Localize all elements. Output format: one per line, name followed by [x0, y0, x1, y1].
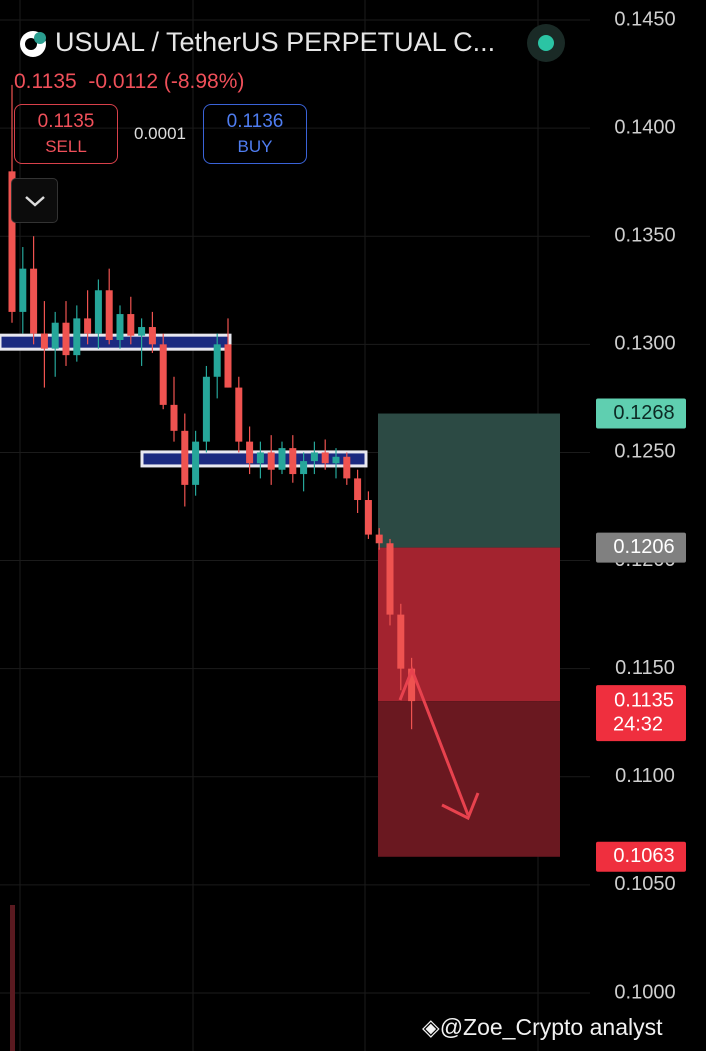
candle-body — [213, 344, 221, 377]
candle-body — [364, 500, 372, 535]
candle-body — [386, 543, 394, 615]
sell-price: 0.1135 — [37, 111, 95, 132]
candle-body — [40, 333, 48, 349]
trend-arrow — [398, 665, 470, 816]
loss-zone — [378, 547, 560, 702]
price-label: 0.1268 — [613, 402, 674, 424]
candle-body — [300, 461, 308, 475]
candle-body — [181, 430, 189, 485]
price-label-bg — [596, 532, 686, 563]
candle-body — [224, 344, 232, 388]
price-summary: 0.1135 -0.0112 (-8.98%) — [14, 70, 244, 94]
candle-body — [354, 478, 362, 501]
y-tick-label: 0.1300 — [614, 333, 675, 355]
buy-label: BUY — [237, 137, 273, 156]
candle-body — [8, 171, 16, 312]
risk-zone — [378, 701, 560, 857]
candle-body — [73, 318, 81, 356]
candle-body — [30, 268, 38, 334]
last-price: 0.1135 — [14, 70, 77, 93]
volume-bar — [10, 905, 15, 1051]
candle-body — [278, 448, 286, 470]
y-tick-label: 0.1350 — [614, 225, 675, 247]
candle-body — [343, 456, 351, 479]
candle-body — [408, 668, 416, 702]
candle-body — [332, 456, 340, 464]
y-tick-label: 0.1450 — [614, 8, 675, 30]
candle-body — [159, 344, 167, 405]
candle-body — [51, 322, 59, 349]
change-pct: (-8.98%) — [163, 70, 245, 93]
candle-body — [256, 452, 264, 464]
candle-body — [116, 314, 124, 341]
candle-body — [397, 614, 405, 669]
candle-body — [202, 376, 210, 442]
price-label: 0.1206 — [613, 536, 674, 558]
price-label-bg — [596, 685, 686, 742]
candle-body — [289, 448, 297, 475]
support-zone — [140, 450, 368, 468]
profit-zone — [378, 413, 560, 548]
sell-button[interactable]: 0.1135 SELL — [14, 104, 118, 164]
price-label: 0.1063 — [613, 845, 674, 867]
y-tick-label: 0.1100 — [615, 765, 675, 787]
candle-body — [127, 314, 135, 336]
price-label: 0.1135 — [614, 689, 674, 711]
watermark: ◈@Zoe_Crypto analyst — [422, 1014, 663, 1040]
y-tick-label: 0.1000 — [614, 981, 675, 1003]
candle-body — [105, 290, 113, 341]
candle-body — [170, 404, 178, 431]
spread: 0.0001 — [134, 124, 186, 143]
candle-body — [310, 452, 318, 462]
y-tick-label: 0.1150 — [615, 657, 675, 679]
symbol-title[interactable]: USUAL / TetherUS PERPETUAL C... — [55, 27, 496, 57]
chevron-icon — [25, 196, 45, 207]
price-label-bg — [596, 398, 686, 429]
price-label-bg — [596, 841, 686, 872]
sell-label: SELL — [45, 137, 87, 156]
collapse-button[interactable] — [11, 178, 58, 223]
candle-body — [267, 452, 275, 470]
change: -0.0112 — [88, 70, 159, 93]
candle-body — [138, 327, 146, 336]
watermark-text: @Zoe_Crypto analyst — [439, 1014, 663, 1040]
coin-icon — [20, 31, 46, 57]
y-tick-label: 0.1050 — [614, 873, 675, 895]
y-tick-label: 0.1250 — [614, 441, 675, 463]
candle-body — [84, 318, 92, 334]
candle-body — [375, 534, 383, 544]
y-tick-label: 0.1400 — [614, 116, 675, 138]
buy-price: 0.1136 — [226, 111, 284, 132]
candle-body — [192, 441, 200, 485]
candle-body — [94, 290, 102, 334]
candle-body — [62, 322, 70, 356]
candle-body — [19, 268, 27, 312]
support-zone — [0, 333, 232, 351]
arrow-head — [441, 792, 480, 821]
candle-body — [321, 452, 329, 464]
candle-body — [235, 387, 243, 442]
countdown: 24:32 — [613, 713, 663, 735]
status-indicator — [527, 24, 565, 62]
buy-button[interactable]: 0.1136 BUY — [203, 104, 307, 164]
candle-body — [246, 441, 254, 464]
candle-body — [148, 327, 156, 345]
